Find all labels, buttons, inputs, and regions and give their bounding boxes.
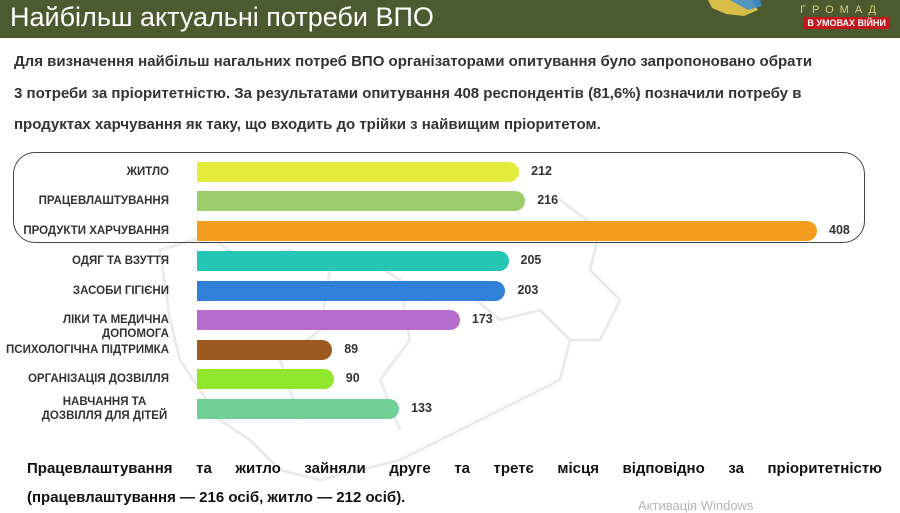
conclusion-line: Працевлаштування та житло зайняли друге … bbox=[27, 460, 882, 477]
bar-value-label: 216 bbox=[537, 193, 559, 207]
page-title: Найбільш актуальні потреби ВПО bbox=[10, 2, 434, 32]
category-label: НАВЧАННЯ ТА ДОЗВІЛЛЯ ДЛЯ ДІТЕЙ bbox=[41, 396, 168, 422]
intro-line: продуктах харчування як таку, що входить… bbox=[14, 116, 601, 133]
bar-value-label: 203 bbox=[517, 283, 539, 297]
category-label: ПРАЦЕВЛАШТУВАННЯ bbox=[38, 195, 169, 207]
logo-map-icon bbox=[708, 0, 762, 16]
logo: ГРОМАД В УМОВАХ ВІЙНИ bbox=[700, 0, 900, 38]
category-label: ОДЯГ ТА ВЗУТТЯ bbox=[71, 255, 169, 267]
category-label: ЖИТЛО bbox=[126, 166, 169, 178]
title-bar: Найбільш актуальні потреби ВПО ГРОМАД В … bbox=[0, 0, 900, 38]
logo-text: ГРОМАД bbox=[800, 4, 882, 16]
bar bbox=[197, 281, 506, 301]
bar-value-label: 90 bbox=[345, 371, 360, 385]
bar bbox=[197, 310, 460, 330]
conclusion-line: (працевлаштування — 216 осіб, житло — 21… bbox=[27, 489, 406, 506]
bar-value-label: 212 bbox=[531, 164, 553, 178]
bar bbox=[197, 340, 333, 360]
bar-value-label: 173 bbox=[471, 312, 493, 326]
bar bbox=[197, 251, 509, 271]
bar bbox=[197, 399, 400, 419]
bar bbox=[197, 369, 334, 389]
bar bbox=[197, 162, 520, 182]
bar bbox=[197, 191, 526, 211]
bar-value-label: 205 bbox=[520, 253, 542, 267]
top-priorities-frame bbox=[13, 152, 865, 243]
intro-line: 3 потреби за пріоритетністю. За результа… bbox=[14, 84, 802, 102]
bar-value-label: 89 bbox=[344, 342, 359, 356]
category-label: ЗАСОБИ ГІГІЄНИ bbox=[72, 285, 169, 297]
conclusion-text: Працевлаштування та житло зайняли друге … bbox=[27, 454, 882, 512]
category-label: ПСИХОЛОГІЧНА ПІДТРИМКА bbox=[6, 344, 169, 356]
bar bbox=[197, 221, 817, 241]
bar-value-label: 408 bbox=[829, 223, 850, 237]
category-label: ОРГАНІЗАЦІЯ ДОЗВІЛЛЯ bbox=[27, 373, 169, 385]
intro-line: Для визначення найбільш нагальних потреб… bbox=[14, 53, 813, 70]
intro-text: Для визначення найбільш нагальних потреб… bbox=[14, 46, 900, 141]
activation-watermark: Активація Windows bbox=[638, 498, 754, 513]
category-label: ЛІКИ ТА МЕДИЧНА ДОПОМОГА bbox=[63, 314, 169, 340]
bar-value-label: 133 bbox=[411, 401, 432, 415]
category-label: ПРОДУКТИ ХАРЧУВАННЯ bbox=[23, 225, 169, 237]
logo-badge: В УМОВАХ ВІЙНИ bbox=[803, 17, 890, 29]
